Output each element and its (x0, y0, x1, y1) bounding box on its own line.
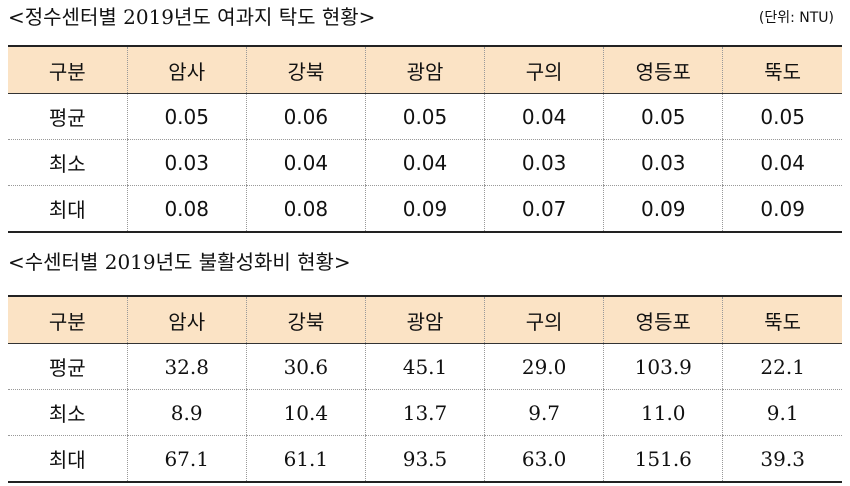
table-cell: 0.09 (364, 185, 485, 233)
table-row-maximum: 최대 67.1 61.1 93.5 63.0 151.6 39.3 (8, 435, 842, 483)
table-cell: 103.9 (603, 343, 723, 390)
table-cell: 30.6 (245, 343, 366, 390)
turbidity-table: 구분 암사 강북 광암 구의 영등포 뚝도 평균 0.05 0.06 0.05 … (8, 45, 842, 233)
table-cell: 0.03 (484, 139, 604, 186)
table-cell: 0.04 (722, 139, 842, 186)
table-cell: 0.08 (245, 185, 366, 233)
table-cell: 151.6 (603, 435, 723, 483)
table-cell: 0.05 (603, 93, 723, 140)
header-category: 구분 (48, 59, 86, 84)
row-label: 평균 (8, 343, 128, 390)
header-gangbuk: 강북 (245, 296, 366, 344)
table-row-minimum: 최소 0.03 0.04 0.04 0.03 0.03 0.04 (8, 139, 842, 186)
table-row-minimum: 최소 8.9 10.4 13.7 9.7 11.0 9.1 (8, 389, 842, 436)
table-cell: 0.03 (603, 139, 723, 186)
header-guui: 구의 (484, 296, 604, 344)
row-label: 최소 (8, 389, 128, 436)
header-ttukdo: 뚝도 (722, 46, 842, 94)
table-cell: 29.0 (484, 343, 604, 390)
table-cell: 0.03 (126, 139, 247, 186)
table-cell: 0.05 (722, 93, 842, 140)
header-gwangam: 광암 (364, 296, 485, 344)
table-cell: 11.0 (603, 389, 723, 436)
table-cell: 0.05 (364, 93, 485, 140)
header-amsa: 암사 (126, 296, 247, 344)
table-cell: 0.09 (603, 185, 723, 233)
inactivation-table: 구분 암사 강북 광암 구의 영등포 뚝도 평균 32.8 30.6 45.1 … (8, 295, 842, 483)
header-yeongdeungpo: 영등포 (603, 46, 723, 94)
header-ttukdo: 뚝도 (722, 296, 842, 344)
table-cell: 67.1 (126, 435, 247, 483)
table-cell: 45.1 (364, 343, 485, 390)
table-cell: 39.3 (722, 435, 842, 483)
table-cell: 0.04 (245, 139, 366, 186)
table-cell: 0.09 (722, 185, 842, 233)
row-label: 평균 (8, 93, 128, 140)
turbidity-table-title: <정수센터별 2019년도 여과지 탁도 현황> (8, 5, 376, 29)
table-cell: 10.4 (245, 389, 366, 436)
table-cell: 13.7 (364, 389, 485, 436)
header-gangbuk: 강북 (245, 46, 366, 94)
table-cell: 0.06 (245, 93, 366, 140)
table-cell: 0.08 (126, 185, 247, 233)
table-row-maximum: 최대 0.08 0.08 0.09 0.07 0.09 0.09 (8, 185, 842, 233)
table-cell: 63.0 (484, 435, 604, 483)
header-yeongdeungpo: 영등포 (603, 296, 723, 344)
table-cell: 9.7 (484, 389, 604, 436)
row-label: 최대 (8, 185, 128, 233)
table-cell: 8.9 (126, 389, 247, 436)
table-cell: 61.1 (245, 435, 366, 483)
header-category: 구분 (48, 309, 86, 334)
table-cell: 0.07 (484, 185, 604, 233)
table-cell: 22.1 (722, 343, 842, 390)
table-row-average: 평균 32.8 30.6 45.1 29.0 103.9 22.1 (8, 343, 842, 390)
table-header-row: 구분 암사 강북 광암 구의 영등포 뚝도 (8, 46, 842, 94)
table-cell: 32.8 (126, 343, 247, 390)
table-row-average: 평균 0.05 0.06 0.05 0.04 0.05 0.05 (8, 93, 842, 140)
table-cell: 93.5 (364, 435, 485, 483)
row-label: 최소 (8, 139, 128, 186)
table-cell: 0.04 (484, 93, 604, 140)
unit-label: (단위: NTU) (758, 10, 834, 26)
table-header-row: 구분 암사 강북 광암 구의 영등포 뚝도 (8, 296, 842, 344)
row-label: 최대 (8, 435, 128, 483)
header-guui: 구의 (484, 46, 604, 94)
table-cell: 9.1 (722, 389, 842, 436)
inactivation-table-title: <수센터별 2019년도 불활성화비 현황> (8, 250, 351, 274)
table-cell: 0.05 (126, 93, 247, 140)
header-amsa: 암사 (126, 46, 247, 94)
header-gwangam: 광암 (364, 46, 485, 94)
table-cell: 0.04 (364, 139, 485, 186)
